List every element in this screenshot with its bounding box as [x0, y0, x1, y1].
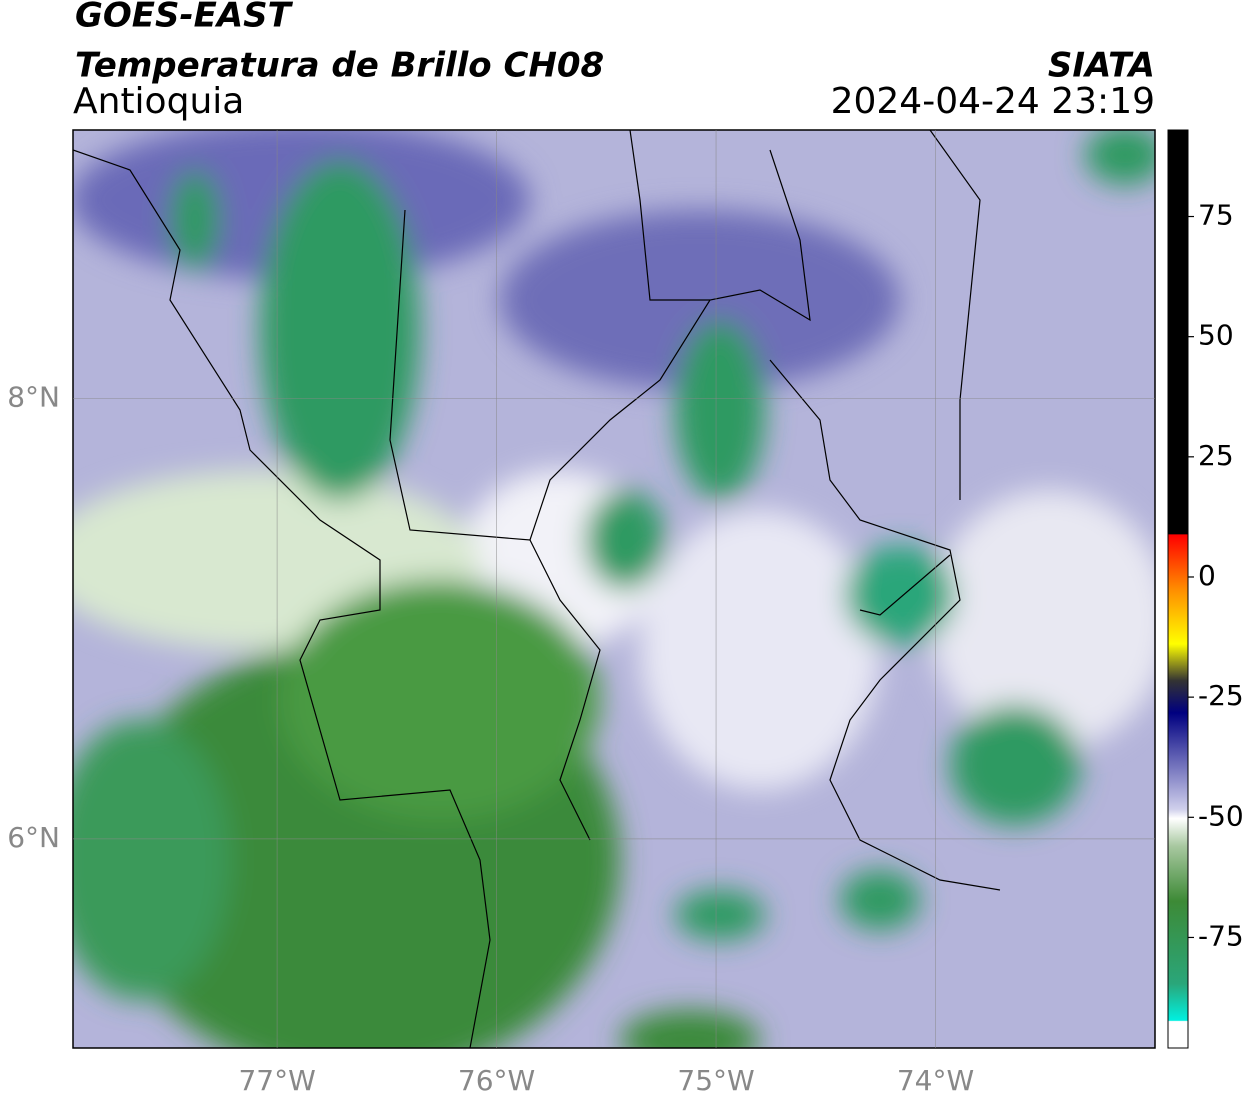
- timestamp: 2024-04-24 23:19: [831, 81, 1155, 122]
- colorbar: [1167, 129, 1189, 1049]
- lon-tick-label: 77°W: [238, 1064, 315, 1097]
- colorbar-tick-label: -25: [1198, 679, 1244, 712]
- colorbar-tick-label: 50: [1198, 319, 1234, 352]
- subtitle: Temperatura de Brillo CH08: [75, 46, 604, 86]
- colorbar-tick-label: 75: [1198, 199, 1234, 232]
- colorbar-tick-label: 25: [1198, 439, 1234, 472]
- lat-tick-label: 8°N: [7, 381, 60, 414]
- source: SIATA: [1048, 46, 1155, 86]
- colorbar-tick-label: -75: [1198, 919, 1244, 952]
- colorbar-tick-label: -50: [1198, 799, 1244, 832]
- lon-tick-label: 75°W: [677, 1064, 754, 1097]
- satellite-field: [73, 130, 1155, 1048]
- colorbar-tick-label: 0: [1198, 559, 1216, 592]
- lat-tick-label: 6°N: [7, 821, 60, 854]
- map-frame: [72, 129, 1156, 1049]
- region: Antioquia: [73, 81, 244, 122]
- title: GOES-EAST: [75, 0, 294, 36]
- lon-tick-label: 74°W: [897, 1064, 974, 1097]
- borders: [73, 130, 1001, 1048]
- lon-tick-label: 76°W: [458, 1064, 535, 1097]
